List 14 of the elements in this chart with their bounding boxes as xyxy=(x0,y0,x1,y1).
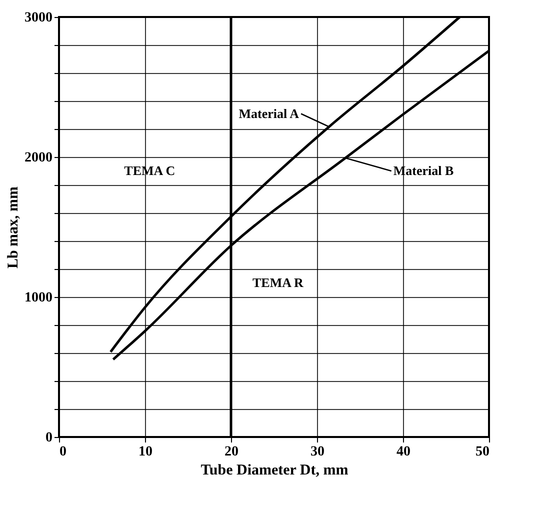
annotation: TEMA R xyxy=(252,274,304,290)
x-tick-label: 20 xyxy=(224,444,238,460)
y-axis-title: Lb max, mm xyxy=(6,186,22,269)
y-tick-label: 1000 xyxy=(24,290,52,306)
x-tick-label: 30 xyxy=(310,444,324,460)
y-tick-label: 2000 xyxy=(24,150,52,166)
x-tick-label: 0 xyxy=(60,444,66,460)
x-tick-label: 10 xyxy=(138,444,152,460)
x-tick-label: 40 xyxy=(396,444,410,460)
y-tick-label: 3000 xyxy=(24,10,52,26)
y-tick-label: 0 xyxy=(46,430,52,446)
annotation: Material A xyxy=(238,106,300,121)
x-axis-title: Tube Diameter Dt, mm xyxy=(200,462,349,478)
x-tick-label: 50 xyxy=(476,444,490,460)
